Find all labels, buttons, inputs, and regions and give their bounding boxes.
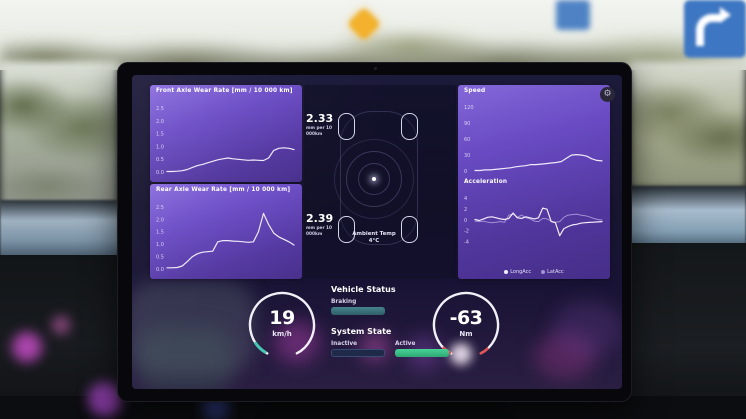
svg-text:1.5: 1.5 xyxy=(156,230,164,236)
ambient-temp-label: Ambient Temp xyxy=(352,231,396,237)
legend-item-longacc[interactable]: LongAcc xyxy=(504,269,531,275)
status-block: Vehicle Status Braking System State Inac… xyxy=(331,285,449,357)
longacc-dot-icon xyxy=(504,270,509,274)
tire-rear-right-icon xyxy=(401,216,418,243)
svg-text:2: 2 xyxy=(464,207,467,213)
vehicle-position-dot xyxy=(372,177,376,181)
svg-text:0: 0 xyxy=(464,218,467,224)
rear-wear-value-block: 2.39 mm per 10 000km xyxy=(306,213,346,238)
svg-text:0.0: 0.0 xyxy=(156,267,164,273)
svg-text:4: 4 xyxy=(464,196,467,202)
latacc-dot-icon xyxy=(541,270,546,274)
svg-text:2.5: 2.5 xyxy=(156,205,164,211)
svg-text:120: 120 xyxy=(464,105,474,111)
panel-front-axle-wear: Front Axle Wear Rate [mm / 10 000 km] 2.… xyxy=(150,85,302,182)
front-wear-value: 2.33 xyxy=(306,112,334,125)
speed-gauge-arc xyxy=(248,291,316,359)
direction-sign xyxy=(684,0,746,58)
front-wear-unit: mm per 10 000km xyxy=(306,126,333,137)
panel-rear-axle-wear: Rear Axle Wear Rate [mm / 10 000 km] 2.5… xyxy=(150,184,302,279)
panel-title-front-axle: Front Axle Wear Rate [mm / 10 000 km] xyxy=(156,88,293,94)
braking-indicator[interactable] xyxy=(331,307,385,315)
gear-icon: ⚙ xyxy=(603,89,612,99)
panel-title-rear-axle: Rear Axle Wear Rate [mm / 10 000 km] xyxy=(156,187,291,193)
tablet: Front Axle Wear Rate [mm / 10 000 km] 2.… xyxy=(117,62,632,402)
system-state-title: System State xyxy=(331,327,392,336)
bokeh-light xyxy=(12,332,42,362)
bokeh-light xyxy=(52,316,70,334)
legend-label-latacc: LatAcc xyxy=(547,269,564,275)
svg-text:0: 0 xyxy=(464,169,467,175)
legend-item-latacc[interactable]: LatAcc xyxy=(541,269,564,275)
torque-gauge: -63 Nm xyxy=(428,287,504,363)
legend-label-longacc: LongAcc xyxy=(510,269,532,275)
svg-text:60: 60 xyxy=(464,137,470,143)
svg-text:1.0: 1.0 xyxy=(156,242,164,248)
ambient-temp-block: Ambient Temp 4°C xyxy=(334,231,414,244)
tablet-screen[interactable]: Front Axle Wear Rate [mm / 10 000 km] 2.… xyxy=(132,75,622,389)
left-window-view xyxy=(0,62,118,208)
svg-text:-4: -4 xyxy=(464,239,469,245)
speed-gauge: 19 km/h xyxy=(244,287,320,363)
front-wear-value-block: 2.33 mm per 10 000km xyxy=(306,113,346,138)
active-label: Active xyxy=(395,341,416,347)
vehicle-overview-panel: 2.33 mm per 10 000km 2.39 mm per 10 000k… xyxy=(304,85,456,279)
inactive-label: Inactive xyxy=(331,341,358,347)
svg-text:1.0: 1.0 xyxy=(156,144,164,150)
svg-text:2.5: 2.5 xyxy=(156,106,164,112)
panel-speed-acceleration: Speed 120 90 60 30 0 Acceleration 4 2 0 -2 -4 Lo… xyxy=(458,85,610,279)
screen-reflection xyxy=(136,327,232,389)
ambient-temp-value: 4°C xyxy=(368,238,380,244)
svg-text:1.5: 1.5 xyxy=(156,132,164,138)
camera-dot xyxy=(373,67,377,70)
rear-wear-unit: mm per 10 000km xyxy=(306,226,333,237)
vehicle-status-title: Vehicle Status xyxy=(331,285,396,294)
speed-gauge-unit: km/h xyxy=(272,330,292,338)
acceleration-chart: 4 2 0 -2 -4 xyxy=(462,189,606,253)
right-window-view xyxy=(630,62,746,188)
screen-reflection xyxy=(534,333,596,379)
torque-gauge-arc xyxy=(432,291,500,359)
right-turn-arrowhead-icon xyxy=(720,7,731,23)
panel-title-acceleration: Acceleration xyxy=(464,179,508,185)
torque-gauge-value: -63 xyxy=(449,307,483,329)
bokeh-light xyxy=(88,382,122,416)
right-door-panel xyxy=(630,243,746,419)
screen-reflection xyxy=(132,280,256,375)
torque-gauge-unit: Nm xyxy=(459,330,473,338)
svg-text:2.0: 2.0 xyxy=(156,119,164,125)
speed-gauge-value: 19 xyxy=(269,307,295,329)
speed-chart: 120 90 60 30 0 xyxy=(462,97,606,177)
right-turn-arrow-icon xyxy=(696,14,722,46)
right-door-trim xyxy=(630,186,746,246)
settings-button[interactable]: ⚙ xyxy=(600,87,615,102)
rear-wear-value: 2.39 xyxy=(306,212,334,225)
acceleration-legend: LongAcc LatAcc xyxy=(458,269,610,275)
svg-text:0.5: 0.5 xyxy=(156,254,164,260)
tire-front-left-icon xyxy=(338,113,355,140)
inactive-indicator[interactable] xyxy=(331,349,385,357)
tire-rear-left-icon xyxy=(338,216,355,243)
svg-text:0.5: 0.5 xyxy=(156,157,164,163)
svg-text:-2: -2 xyxy=(464,229,469,235)
svg-text:90: 90 xyxy=(464,121,470,127)
svg-text:0.0: 0.0 xyxy=(156,170,164,176)
panel-title-speed: Speed xyxy=(464,88,486,94)
braking-label: Braking xyxy=(331,299,357,305)
rear-axle-wear-chart: 2.5 2.0 1.5 1.0 0.5 0.0 xyxy=(154,197,298,275)
road-sign-blue xyxy=(556,0,590,30)
left-door-trim xyxy=(0,200,118,258)
screen-reflection xyxy=(552,301,622,357)
svg-text:2.0: 2.0 xyxy=(156,217,164,223)
svg-text:30: 30 xyxy=(464,153,470,159)
tire-front-right-icon xyxy=(401,113,418,140)
front-axle-wear-chart: 2.5 2.0 1.5 1.0 0.5 0.0 xyxy=(154,98,298,178)
active-indicator[interactable] xyxy=(395,349,449,357)
